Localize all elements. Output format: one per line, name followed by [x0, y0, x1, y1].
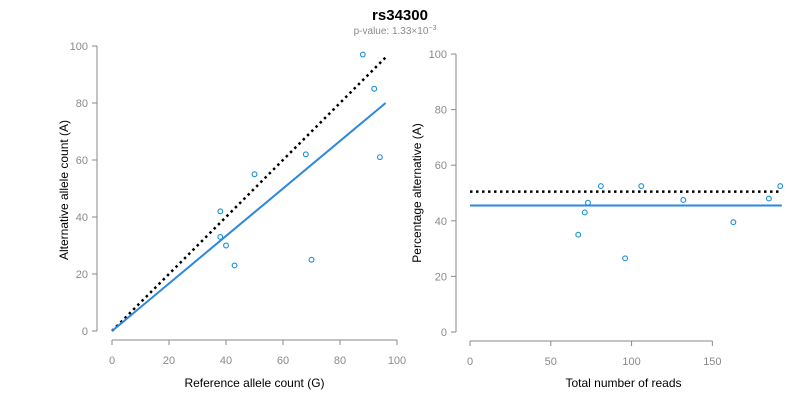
chart-title: rs34300	[372, 7, 428, 24]
x-tick-label: 50	[545, 356, 557, 368]
percentage-plot: 0 50 100 150 0 20 40 60 80 100 Total number of rea…	[410, 49, 784, 390]
p-value-text: p-value: 1.33×10	[354, 26, 429, 37]
data-point	[680, 197, 687, 203]
allele-count-plot: 0 20 40 60 80 100 0 20 40 60 80 100 Reference allele…	[57, 41, 406, 390]
x-tick-label: 60	[277, 355, 289, 367]
data-point	[585, 199, 591, 206]
data-point	[730, 219, 737, 226]
y-tick-label: 20	[435, 271, 447, 283]
data-point	[217, 234, 224, 240]
y-axis-label: Percentage alternative (A)	[410, 123, 424, 262]
x-tick-label: 0	[109, 355, 115, 367]
x-tick-label: 100	[388, 355, 406, 367]
data-point	[223, 242, 229, 249]
data-point	[581, 209, 588, 216]
reference-line-dotted	[111, 56, 387, 332]
x-axis-label: Total number of reads	[565, 376, 681, 390]
y-tick-label: 100	[429, 49, 447, 61]
y-axis-label: Alternative allele count (A)	[57, 120, 71, 260]
y-tick-label: 0	[441, 327, 447, 339]
data-point	[575, 231, 582, 238]
data-point	[371, 85, 378, 92]
y-tick-label: 20	[76, 269, 88, 281]
y-tick-label: 100	[70, 41, 88, 53]
y-tick-label: 40	[76, 212, 88, 224]
data-point	[622, 255, 629, 262]
data-point	[376, 154, 383, 161]
y-tick-label: 60	[435, 160, 447, 172]
data-point	[302, 151, 309, 158]
y-tick-label: 40	[435, 216, 447, 228]
y-tick-label: 80	[76, 98, 88, 110]
data-point	[765, 195, 772, 202]
data-point	[308, 256, 315, 263]
x-tick-label: 0	[467, 356, 473, 368]
x-tick-label: 150	[703, 356, 721, 368]
data-point	[777, 183, 784, 190]
data-point	[217, 208, 224, 215]
x-tick-label: 40	[220, 355, 232, 367]
data-point	[597, 183, 604, 190]
x-tick-label: 80	[334, 355, 346, 367]
y-tick-label: 60	[76, 155, 88, 167]
data-point	[231, 262, 238, 269]
y-tick-label: 80	[435, 105, 447, 117]
x-tick-label: 20	[163, 355, 175, 367]
x-axis-label: Reference allele count (G)	[184, 376, 324, 390]
data-point	[251, 171, 258, 178]
x-tick-label: 100	[622, 356, 640, 368]
y-tick-label: 0	[82, 326, 88, 338]
data-point	[638, 183, 645, 190]
data-point	[359, 51, 366, 58]
p-value-label: p-value: 1.33×10−3	[354, 25, 437, 37]
p-value-exponent: −3	[428, 25, 436, 32]
fit-line	[111, 102, 387, 332]
